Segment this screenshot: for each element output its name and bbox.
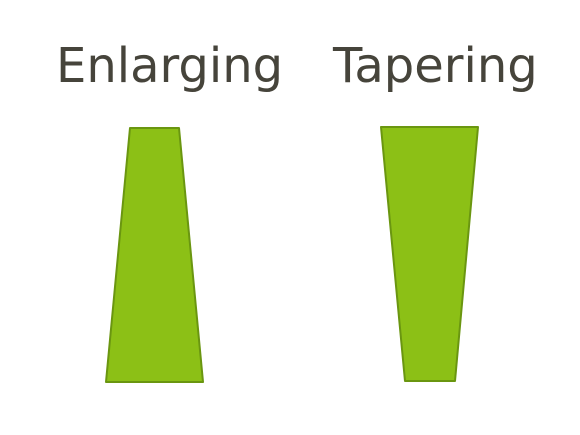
tapering-trapezoid [380,126,479,382]
enlarging-label: Enlarging [56,38,284,94]
tapering-label: Tapering [333,38,538,94]
enlarging-trapezoid [105,127,204,383]
